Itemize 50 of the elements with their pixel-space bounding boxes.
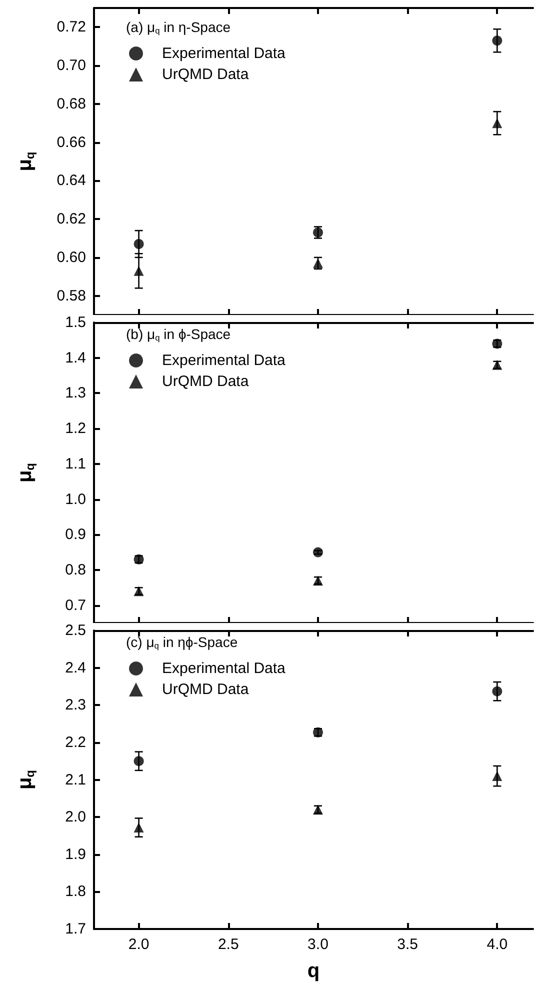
- y-tick-label: 2.4: [65, 659, 86, 676]
- point: [134, 239, 144, 250]
- point: [134, 266, 144, 276]
- y-tick-label: 0.64: [56, 172, 86, 190]
- point: [134, 822, 144, 833]
- y-tick-label: 1.0: [65, 490, 86, 508]
- legend-label: Experimental Data: [162, 660, 286, 677]
- point: [492, 686, 502, 696]
- y-tick-label: 1.2: [65, 420, 86, 438]
- legend-label: Experimental Data: [162, 45, 286, 62]
- y-tick-label: 0.70: [56, 57, 86, 74]
- legend-label: UrQMD Data: [162, 66, 250, 83]
- y-tick-label: 0.62: [56, 210, 86, 228]
- point: [492, 771, 502, 782]
- y-tick-label: 1.8: [65, 883, 86, 900]
- point: [134, 756, 144, 766]
- y-tick-label: 0.58: [56, 287, 86, 304]
- x-tick-label: 4.0: [486, 936, 508, 953]
- legend-label: UrQMD Data: [162, 373, 250, 390]
- y-tick-label: 1.9: [65, 846, 86, 863]
- y-tick-label: 0.72: [56, 18, 86, 36]
- y-tick-label: 1.4: [65, 349, 86, 366]
- point: [492, 118, 502, 128]
- point: [492, 36, 502, 46]
- x-tick-label: 3.5: [397, 936, 418, 953]
- y-tick-label: 0.9: [65, 526, 86, 544]
- legend-label: UrQMD Data: [162, 681, 250, 698]
- y-tick-label: 0.60: [56, 248, 86, 266]
- y-tick-label: 2.2: [65, 734, 86, 751]
- y-axis-title: μq: [14, 152, 37, 172]
- y-tick-label: 0.8: [65, 561, 86, 578]
- y-tick-label: 0.66: [56, 134, 86, 151]
- y-tick-label: 0.7: [65, 596, 86, 614]
- y-tick-label: 2.5: [65, 622, 86, 639]
- point: [312, 547, 323, 558]
- x-tick-label: 3.0: [308, 936, 328, 953]
- y-tick-label: 0.68: [56, 95, 86, 112]
- y-tick-label: 2.0: [65, 808, 86, 826]
- x-axis-title: q: [307, 960, 320, 982]
- y-tick-label: 1.5: [65, 314, 86, 331]
- y-tick-label: 1.1: [65, 455, 86, 472]
- y-tick-label: 2.3: [65, 696, 86, 714]
- y-axis-title: μq: [14, 770, 37, 790]
- y-tick-label: 1.3: [65, 384, 86, 402]
- y-tick-label: 2.1: [65, 771, 86, 788]
- y-axis-title: μq: [14, 462, 37, 483]
- x-tick-label: 2.5: [218, 936, 239, 953]
- y-tick-label: 1.7: [65, 920, 86, 938]
- x-tick-label: 2.0: [128, 936, 150, 953]
- legend-label: Experimental Data: [162, 352, 286, 369]
